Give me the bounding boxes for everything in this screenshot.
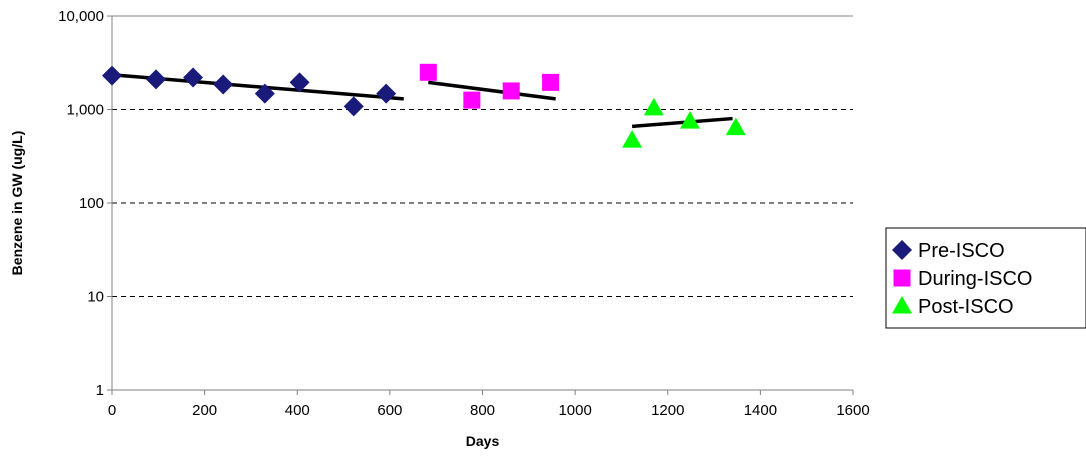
trendlines	[111, 73, 733, 129]
legend-post-isco-marker	[892, 296, 912, 314]
x-tick-label: 1000	[558, 402, 591, 419]
pre-isco-point	[289, 72, 310, 93]
legend-during-isco-label: During-ISCO	[918, 268, 1032, 290]
x-tick-label: 600	[377, 402, 402, 419]
x-tick-label: 400	[285, 402, 310, 419]
pre-isco-point	[376, 83, 397, 104]
data-points	[102, 63, 746, 148]
during-isco-point	[542, 73, 560, 91]
legend-during-isco-marker	[893, 269, 911, 287]
x-tick-label: 1400	[744, 402, 777, 419]
post-isco-point	[622, 130, 643, 148]
y-tick-label: 100	[79, 195, 104, 212]
legend-box	[885, 227, 1086, 329]
post-isco-point	[643, 97, 664, 116]
x-tick-label: 1200	[651, 402, 684, 419]
x-tick-label: 800	[470, 402, 495, 419]
during-isco-trendline	[428, 80, 556, 101]
during-isco-point	[419, 63, 437, 81]
y-tick-label: 1	[96, 382, 104, 399]
legend-pre-isco-marker	[892, 240, 912, 260]
during-isco-point	[502, 82, 520, 100]
post-isco-trendline	[631, 116, 733, 129]
post-isco-point	[679, 111, 700, 129]
y-tick-label: 1,000	[66, 102, 104, 119]
pre-isco-point	[102, 65, 122, 86]
pre-isco-point	[213, 74, 234, 95]
pre-isco-point	[343, 96, 364, 117]
y-axis-title: Benzene in GW (ug/L)	[9, 131, 25, 276]
pre-isco-point	[145, 69, 166, 90]
tick-labels: 1 10 100 1,000 10,000 0 200 400 600 800 1000 1200 14…	[58, 8, 870, 419]
x-tick-label: 1600	[836, 402, 869, 419]
during-isco-point	[463, 91, 481, 109]
y-tick-label: 10	[87, 289, 104, 306]
x-axis-title: Days	[466, 433, 500, 449]
legend: Pre-ISCO During-ISCO Post-ISCO	[885, 227, 1086, 329]
pre-isco-point	[183, 67, 204, 88]
post-isco-point	[725, 117, 746, 136]
legend-pre-isco-label: Pre-ISCO	[918, 240, 1005, 262]
y-tick-label: 10,000	[58, 8, 104, 25]
x-tick-label: 200	[192, 402, 217, 419]
legend-post-isco-label: Post-ISCO	[918, 296, 1014, 318]
grid	[112, 15, 853, 297]
pre-isco-point	[254, 83, 275, 104]
x-tick-label: 0	[108, 402, 116, 419]
